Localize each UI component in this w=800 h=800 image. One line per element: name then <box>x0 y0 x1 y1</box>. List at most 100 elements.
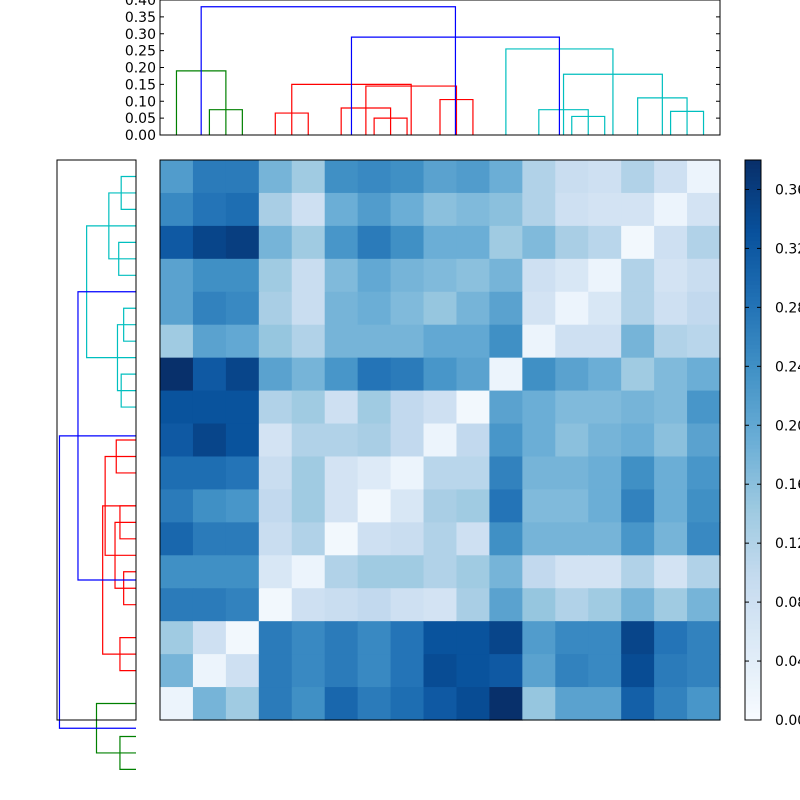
heatmap-cell <box>687 423 721 458</box>
heatmap-cell <box>258 291 293 326</box>
heatmap-cell <box>654 225 688 260</box>
y-tick-label: 0.30 <box>125 27 156 43</box>
heatmap-cell <box>687 357 721 392</box>
heatmap-cell <box>357 357 392 392</box>
y-tick-label: 0.35 <box>125 10 156 26</box>
heatmap-cell <box>390 456 425 491</box>
heatmap-cell <box>588 357 622 392</box>
heatmap-cell <box>225 357 260 392</box>
heatmap-cell <box>324 687 359 721</box>
colorbar-segment <box>745 696 761 701</box>
heatmap-cell <box>225 324 260 359</box>
heatmap-cell <box>357 456 392 491</box>
heatmap-cell <box>258 192 293 227</box>
heatmap-cell <box>291 423 326 458</box>
heatmap-cell <box>291 687 326 721</box>
colorbar-segment <box>745 308 761 313</box>
heatmap-cell <box>489 160 523 194</box>
heatmap-cell <box>654 489 688 523</box>
heatmap-cell <box>192 357 227 392</box>
heatmap-cell <box>225 456 260 491</box>
heatmap-cell <box>555 621 589 655</box>
heatmap-cell <box>489 423 523 458</box>
colorbar-segment <box>745 424 761 429</box>
colorbar-segment <box>745 564 761 569</box>
heatmap-cell <box>522 654 556 688</box>
colorbar-segment <box>745 256 761 261</box>
heatmap-cell <box>687 654 721 688</box>
heatmap-cell <box>687 192 721 227</box>
colorbar-segment <box>745 520 761 525</box>
heatmap-cell <box>555 324 589 359</box>
colorbar-segment <box>745 680 761 685</box>
heatmap-cell <box>258 423 293 458</box>
heatmap-cell <box>390 555 425 589</box>
heatmap-cell <box>687 621 721 655</box>
colorbar-segment <box>745 184 761 189</box>
y-tick-label: 0.00 <box>125 128 156 144</box>
heatmap-cell <box>588 654 622 688</box>
heatmap-cell <box>357 588 392 622</box>
heatmap-cell <box>489 225 523 260</box>
heatmap-cell <box>588 555 622 589</box>
heatmap-cell <box>225 522 260 556</box>
heatmap-cell <box>687 555 721 589</box>
heatmap-cell <box>555 654 589 688</box>
heatmap-cell <box>489 456 523 491</box>
heatmap-cell <box>621 192 655 227</box>
heatmap-cell <box>522 555 556 589</box>
heatmap-cell <box>621 324 655 359</box>
colorbar-segment <box>745 648 761 653</box>
y-tick-label: 0.25 <box>125 44 156 60</box>
heatmap-cell <box>324 456 359 491</box>
colorbar-segment <box>745 556 761 561</box>
colorbar-segment <box>745 176 761 181</box>
heatmap-cell <box>291 489 326 523</box>
colorbar-segment <box>745 580 761 585</box>
heatmap-cell <box>687 456 721 491</box>
heatmap-cell <box>489 258 523 293</box>
heatmap-cell <box>225 489 260 523</box>
heatmap-cell <box>357 324 392 359</box>
heatmap-cell <box>654 456 688 491</box>
colorbar-segment <box>745 664 761 669</box>
heatmap-cell <box>192 423 227 458</box>
colorbar-segment <box>745 280 761 285</box>
heatmap-cell <box>291 225 326 260</box>
colorbar-segment <box>745 252 761 257</box>
heatmap-cell <box>654 654 688 688</box>
heatmap-cell <box>522 160 556 194</box>
colorbar-segment <box>745 552 761 557</box>
heatmap-cell <box>390 291 425 326</box>
colorbar-segment <box>745 432 761 437</box>
colorbar-segment <box>745 320 761 325</box>
colorbar-segment <box>745 628 761 633</box>
heatmap-cell <box>621 555 655 589</box>
colorbar-segment <box>745 512 761 517</box>
colorbar-tick-label: 0.08 <box>775 595 800 611</box>
heatmap-cell <box>324 555 359 589</box>
heatmap-cell <box>654 324 688 359</box>
heatmap-cell <box>687 489 721 523</box>
heatmap-cell <box>225 588 260 622</box>
heatmap-cell <box>160 489 194 523</box>
colorbar-segment <box>745 540 761 545</box>
heatmap-cell <box>192 258 227 293</box>
top-dendrogram: 0.000.050.100.150.200.250.300.350.40 <box>125 0 721 144</box>
colorbar-segment <box>745 592 761 597</box>
heatmap-cell <box>192 522 227 556</box>
colorbar-segment <box>745 480 761 485</box>
colorbar-segment <box>745 484 761 489</box>
colorbar-segment <box>745 676 761 681</box>
colorbar-segment <box>745 244 761 249</box>
heatmap-cell <box>588 588 622 622</box>
colorbar-segment <box>745 576 761 581</box>
heatmap-cell <box>225 654 260 688</box>
heatmap-cell <box>390 192 425 227</box>
colorbar-segment <box>745 488 761 493</box>
colorbar-segment <box>745 708 761 713</box>
colorbar-segment <box>745 692 761 697</box>
heatmap-cell <box>160 390 194 425</box>
heatmap-cell <box>390 489 425 523</box>
heatmap-cell <box>555 258 589 293</box>
